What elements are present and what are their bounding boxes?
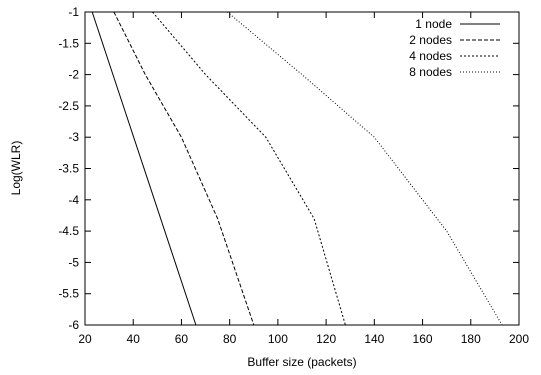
y-tick-label: -5.5 (58, 287, 79, 301)
series-line-1-node (91, 11, 197, 326)
legend-label-2-nodes: 2 nodes (409, 33, 452, 47)
y-tick-label: -3.5 (58, 162, 79, 176)
y-tick-label: -4 (68, 193, 79, 207)
y-tick-label: -2.5 (58, 99, 79, 113)
x-tick-label: 60 (175, 332, 189, 346)
x-tick-label: 100 (268, 332, 288, 346)
series-layer (91, 11, 503, 326)
axis-ticks: 20 40 60 80 100 120 140 160 180 200 -1 -1.5 -2 -2.5 -3… (58, 5, 529, 346)
x-tick-label: 20 (78, 332, 92, 346)
legend: 1 node 2 nodes 4 nodes 8 nodes (409, 17, 500, 79)
legend-label-4-nodes: 4 nodes (409, 49, 452, 63)
y-tick-label: -1 (68, 5, 79, 19)
x-axis-title: Buffer size (packets) (247, 355, 356, 369)
y-tick-label: -3 (68, 130, 79, 144)
y-axis-title: Log(WLR) (9, 141, 23, 196)
plot-frame (84, 11, 520, 326)
y-tick-label: -1.5 (58, 36, 79, 50)
x-tick-label: 40 (127, 332, 141, 346)
x-tick-label: 80 (223, 332, 237, 346)
x-tick-label: 200 (509, 332, 529, 346)
x-tick-label: 140 (364, 332, 384, 346)
legend-label-8-nodes: 8 nodes (409, 65, 452, 79)
y-tick-label: -6 (68, 318, 79, 332)
series-line-2-nodes (113, 11, 255, 326)
x-tick-label: 180 (461, 332, 481, 346)
y-tick-label: -5 (68, 255, 79, 269)
series-line-8-nodes (226, 11, 503, 326)
x-tick-label: 160 (413, 332, 433, 346)
legend-label-1-node: 1 node (415, 17, 452, 31)
series-line-4-nodes (152, 11, 346, 326)
x-tick-label: 120 (316, 332, 336, 346)
y-tick-label: -2 (68, 68, 79, 82)
y-tick-label: -4.5 (58, 224, 79, 238)
